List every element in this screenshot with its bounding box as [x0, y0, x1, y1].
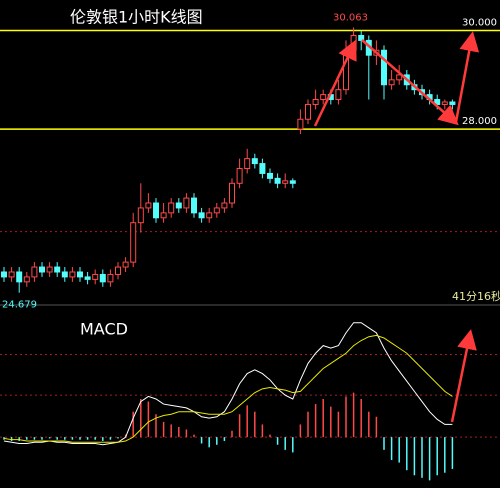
candle-body: [236, 168, 243, 184]
candle-body: [213, 207, 220, 214]
candle-body: [175, 202, 182, 209]
candle-body: [153, 202, 159, 219]
candle-body: [145, 202, 152, 209]
candle-body: [46, 266, 53, 273]
candle-body: [99, 273, 106, 283]
candle-body: [183, 197, 190, 209]
high-label: 30.063: [333, 12, 368, 23]
candle-body: [229, 182, 235, 204]
candle-body: [84, 276, 91, 280]
macd-line: [3, 334, 453, 443]
candle-body: [206, 212, 213, 219]
timer: 41分16秒: [452, 289, 500, 303]
candle-body: [441, 101, 448, 105]
candle-body: [305, 103, 311, 120]
candle-body: [251, 158, 258, 165]
arrow: [361, 39, 459, 126]
candle-body: [1, 271, 7, 278]
candle-body: [388, 79, 395, 86]
candle-body: [16, 271, 23, 283]
candle-body: [168, 202, 175, 214]
arrow: [313, 39, 357, 127]
candle-body: [39, 266, 45, 273]
candle-body: [54, 266, 61, 273]
candle-body: [191, 197, 197, 214]
candle-body: [434, 99, 441, 105]
low-label: 24.679: [2, 300, 37, 311]
candle-body: [23, 276, 30, 283]
candle-body: [69, 271, 76, 278]
candle-body: [320, 94, 327, 101]
candle-body: [122, 261, 129, 268]
reference-label: 28.000: [462, 116, 497, 127]
candle-body: [107, 273, 114, 283]
candle-body: [358, 34, 365, 41]
panel-title: MACD: [80, 320, 128, 339]
candle-body: [244, 158, 251, 170]
candle-body: [449, 101, 456, 105]
candle-body: [282, 180, 289, 184]
candle-body: [267, 172, 273, 179]
candle-body: [130, 222, 137, 263]
arrow: [450, 329, 477, 423]
candle-body: [137, 207, 144, 224]
reference-label: 30.000: [462, 18, 497, 29]
candle-body: [274, 177, 281, 184]
candle-body: [335, 89, 342, 101]
candle-body: [8, 271, 15, 278]
candle-body: [297, 118, 304, 130]
candle-body: [77, 271, 83, 278]
candle-body: [115, 266, 121, 275]
trend-arrows: [313, 31, 480, 423]
candle-body: [61, 271, 68, 278]
arrow: [454, 31, 480, 123]
candle-body: [381, 49, 387, 86]
candle-body: [221, 202, 228, 209]
candle-body: [312, 99, 319, 105]
candle-body: [92, 273, 99, 280]
candle-body: [31, 266, 38, 278]
candle-body: [198, 212, 205, 219]
candle-body: [160, 212, 167, 219]
candle-body: [396, 74, 403, 81]
chart-title: 伦敦银1小时K线图: [70, 8, 203, 27]
candle-body: [259, 163, 266, 174]
candle-body: [289, 180, 296, 184]
